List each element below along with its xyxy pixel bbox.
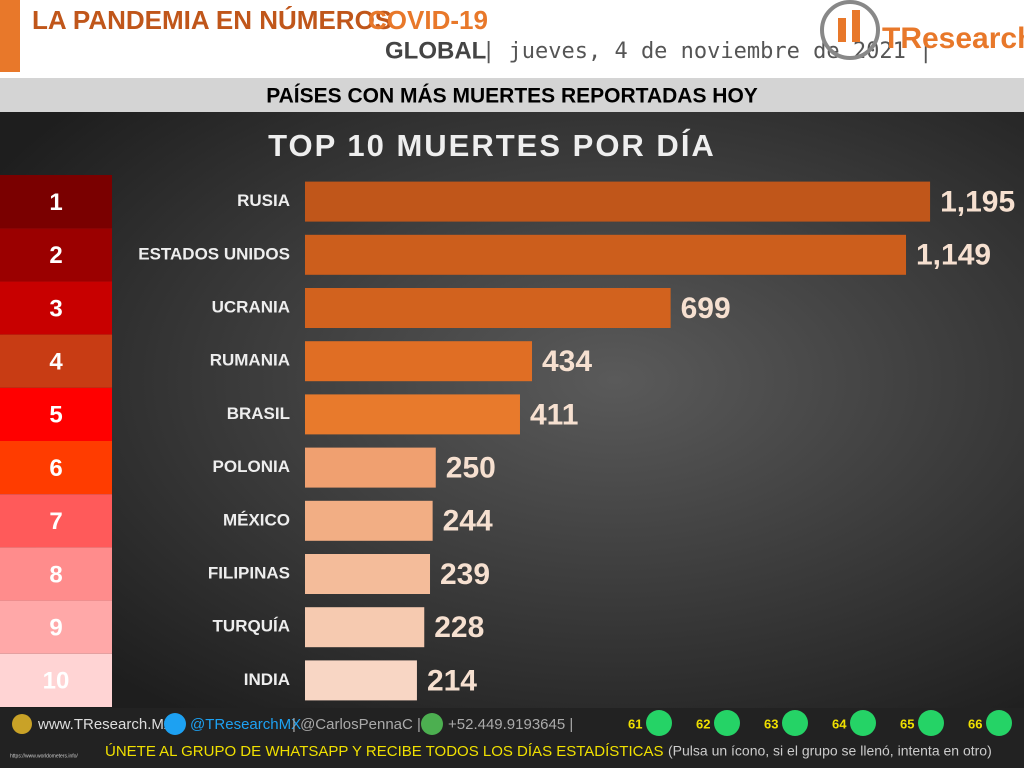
whatsapp-icon[interactable]	[646, 710, 672, 736]
rank-box	[0, 334, 112, 388]
rank-box	[0, 547, 112, 601]
rank-box	[0, 653, 112, 707]
rank: 8	[49, 561, 62, 588]
footer-source: https://www.worldometers.info/	[10, 753, 78, 759]
whatsapp-icon[interactable]	[714, 710, 740, 736]
rank: 6	[49, 455, 62, 482]
logo-text: TResearch	[882, 22, 1024, 55]
bar	[305, 288, 671, 328]
footer-cta: ÚNETE AL GRUPO DE WHATSAPP Y RECIBE TODO…	[105, 743, 663, 760]
footer-cta-note: (Pulsa un ícono, si el grupo se llenó, i…	[668, 743, 992, 759]
rank: 9	[49, 615, 62, 642]
category-label: UCRANIA	[212, 297, 290, 316]
bar	[305, 660, 417, 701]
bar	[305, 447, 436, 488]
header-scope: GLOBAL	[385, 37, 486, 64]
header-highlight: COVID-19	[368, 5, 488, 35]
rank: 4	[49, 349, 63, 376]
category-label: TURQUÍA	[213, 617, 290, 636]
value-label: 214	[427, 664, 477, 697]
value-label: 699	[681, 292, 731, 325]
value-label: 411	[530, 398, 578, 431]
bar	[305, 500, 433, 541]
footer-twitter2[interactable]: | @CarlosPennaC |	[292, 716, 421, 733]
rank-box	[0, 387, 112, 441]
rank: 10	[43, 668, 70, 695]
footer-phone: +52.449.9193645 |	[448, 716, 573, 733]
header-date: | jueves, 4 de noviembre de 2021 |	[482, 39, 932, 64]
rank-box	[0, 281, 112, 335]
header-title: LA PANDEMIA EN NÚMEROS	[32, 5, 392, 35]
group-number: 62	[696, 716, 710, 731]
twitter-icon	[164, 713, 186, 735]
value-label: 250	[446, 452, 496, 485]
rank: 1	[49, 189, 62, 216]
group-number: 64	[832, 716, 847, 731]
logo-circle	[820, 0, 880, 60]
category-label: RUSIA	[237, 191, 290, 210]
bar	[305, 341, 533, 382]
category-label: BRASIL	[227, 404, 290, 423]
bar	[305, 554, 431, 594]
rank-box	[0, 494, 112, 548]
category-label: FILIPINAS	[208, 563, 290, 582]
bar	[305, 234, 907, 275]
rank: 3	[49, 295, 62, 322]
whatsapp-icon[interactable]	[918, 710, 944, 736]
group-number: 66	[968, 716, 982, 731]
value-label: 239	[440, 558, 490, 591]
rank-box	[0, 441, 112, 495]
value-label: 1,149	[916, 239, 991, 272]
bar	[305, 181, 931, 222]
whatsapp-icon[interactable]	[782, 710, 808, 736]
rank: 5	[49, 402, 62, 429]
bar	[305, 607, 425, 648]
header-stripe	[0, 0, 20, 72]
category-label: MÉXICO	[223, 510, 290, 529]
footer-website[interactable]: www.TResearch.Mx	[37, 716, 172, 733]
whatsapp-icon[interactable]	[986, 710, 1012, 736]
banner: PAÍSES CON MÁS MUERTES REPORTADAS HOY	[266, 85, 758, 108]
category-label: RUMANIA	[210, 351, 290, 370]
footer-twitter[interactable]: @TResearchMX	[190, 716, 301, 733]
rank: 2	[49, 242, 62, 269]
value-label: 434	[542, 345, 592, 378]
group-number: 63	[764, 716, 778, 731]
value-label: 244	[443, 505, 493, 538]
group-number: 61	[628, 716, 642, 731]
bar	[305, 394, 520, 435]
whatsapp-icon[interactable]	[850, 710, 876, 736]
category-label: INDIA	[244, 670, 290, 689]
web-icon	[12, 714, 32, 734]
category-label: ESTADOS UNIDOS	[138, 244, 290, 263]
rank-box	[0, 600, 112, 654]
rank-box	[0, 228, 112, 282]
logo-bar	[852, 10, 860, 42]
group-number: 65	[900, 716, 914, 731]
chart-title: TOP 10 MUERTES POR DÍA	[268, 128, 716, 163]
rank: 7	[49, 508, 62, 535]
plot: 1 RUSIA 1,195 2 ESTADOS UNIDOS 1,149 3 UCRANIA 6…	[0, 175, 1015, 707]
banner-bg	[0, 78, 1024, 112]
value-label: 228	[434, 611, 484, 644]
phone-icon	[421, 713, 443, 735]
rank-box	[0, 175, 112, 229]
category-label: POLONIA	[213, 457, 290, 476]
logo-bar	[838, 18, 846, 42]
value-label: 1,195	[940, 186, 1015, 219]
